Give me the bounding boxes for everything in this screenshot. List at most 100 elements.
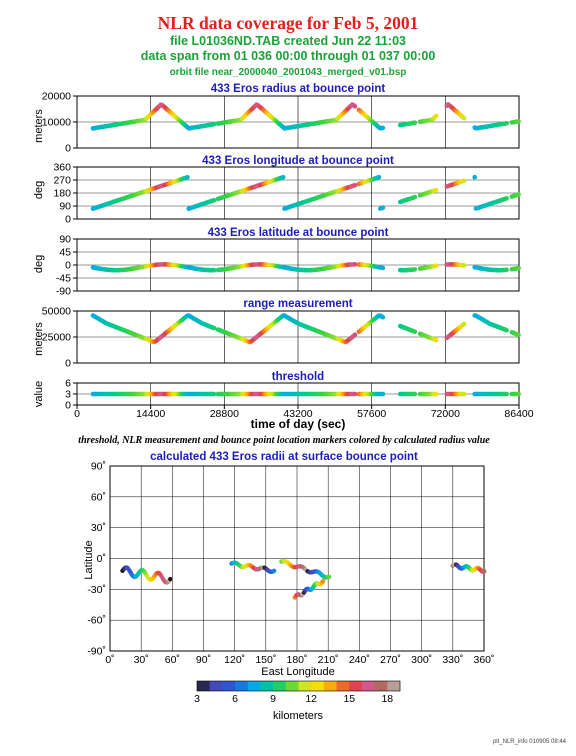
colorbar-tick-label: 9 — [270, 693, 276, 705]
threshold-panel: 630 — [65, 378, 521, 412]
map-x-tick-label: 240˚ — [349, 654, 370, 666]
colorbar-swatch — [361, 681, 376, 691]
colorbar-swatch — [285, 681, 299, 691]
data-marker — [433, 263, 439, 269]
data-marker — [412, 120, 418, 125]
data-marker — [352, 262, 358, 267]
map-xlabel: East Longitude — [261, 666, 334, 678]
colorbar-tick-label: 12 — [305, 693, 317, 705]
colorbar-swatch — [222, 681, 236, 691]
bounce-marker — [327, 574, 332, 580]
panel-title-latitude: 433 Eros latitude at bounce point — [208, 227, 389, 239]
y-tick-label: 90 — [59, 234, 71, 246]
panel-title-threshold: threshold — [272, 371, 324, 383]
colorbar-tick-label: 15 — [343, 693, 355, 705]
map-x-tick-label: 150˚ — [255, 654, 276, 666]
map-x-tick-label: 300˚ — [411, 654, 432, 666]
x-tick-label: 43200 — [283, 408, 312, 420]
colorbar-swatch — [311, 681, 325, 691]
y-tick-label: -90 — [56, 286, 71, 298]
data-marker — [380, 391, 386, 397]
data-marker — [352, 332, 358, 338]
data-marker — [352, 104, 358, 109]
data-marker — [433, 391, 439, 397]
latitude-ylabel: deg — [33, 255, 45, 273]
data-marker — [412, 391, 418, 397]
data-marker — [461, 115, 467, 121]
colorbar-swatch — [273, 681, 287, 691]
data-marker — [504, 267, 509, 273]
time-xlabel: time of day (sec) — [251, 417, 346, 431]
y-tick-label: 360 — [53, 162, 71, 174]
data-marker — [211, 325, 217, 331]
caption: threshold, NLR measurement and bounce po… — [78, 435, 490, 446]
data-marker — [461, 263, 467, 268]
y-tick-label: 3 — [65, 389, 71, 401]
y-tick-label: 0 — [65, 214, 71, 226]
data-marker — [376, 174, 382, 180]
data-marker — [352, 182, 358, 188]
map-x-tick-label: 360˚ — [473, 654, 494, 666]
data-marker — [211, 391, 217, 397]
data-marker — [516, 119, 521, 124]
y-tick-label: 20000 — [42, 91, 71, 103]
x-tick-label: 0 — [74, 408, 80, 420]
data-marker — [461, 178, 467, 183]
map-y-tick-label: 90˚ — [91, 461, 106, 473]
colorbar-swatch — [387, 681, 401, 691]
data-marker — [211, 122, 217, 127]
colorbar-frame — [196, 680, 401, 692]
y-tick-label: 270 — [53, 175, 71, 187]
map-y-tick-label: 30˚ — [91, 522, 106, 534]
map-x-tick-label: 30˚ — [134, 654, 149, 666]
map-x-tick-label: 210˚ — [318, 654, 339, 666]
figure-title: NLR data coverage for Feb 5, 2001 — [158, 13, 419, 33]
data-marker — [504, 196, 509, 201]
map-x-tick-label: 180˚ — [286, 654, 307, 666]
colorbar: 3 6 9 12 15 18 — [194, 680, 401, 705]
x-tick-label: 14400 — [136, 408, 165, 420]
data-marker — [412, 267, 418, 272]
data-marker — [380, 125, 386, 131]
time-axis-ticks: 0 14400 28800 43200 57600 72000 86400 — [74, 405, 534, 420]
data-marker — [461, 321, 467, 327]
y-tick-label: 0 — [65, 400, 71, 412]
x-tick-label: 57600 — [357, 408, 386, 420]
y-tick-label: 45 — [59, 247, 71, 259]
map-x-tick-label: 330˚ — [442, 654, 463, 666]
radius-ylabel: meters — [33, 109, 45, 143]
colorbar-label: kilometers — [273, 710, 324, 722]
colorbar-swatch — [260, 681, 274, 691]
data-marker — [516, 192, 521, 197]
y-tick-label: -45 — [56, 273, 71, 285]
map-y-tick-label: 0˚ — [97, 553, 106, 565]
y-tick-label: 6 — [65, 378, 71, 390]
x-tick-label: 86400 — [504, 408, 533, 420]
panel-title-radius: 433 Eros radius at bounce point — [211, 83, 386, 95]
orbit-line: orbit file near_2000040_2001043_merged_v… — [170, 67, 407, 78]
y-tick-label: 0 — [65, 260, 71, 272]
longitude-ylabel: deg — [33, 181, 45, 199]
bounce-marker — [168, 576, 173, 582]
file-line: file L01036ND.TAB created Jun 22 11:03 — [170, 34, 406, 48]
colorbar-swatch — [247, 681, 261, 691]
colorbar-tick-label: 3 — [194, 693, 200, 705]
map-y-tick-label: 60˚ — [91, 491, 106, 503]
map-x-tick-label: 60˚ — [165, 654, 180, 666]
data-marker — [516, 332, 521, 338]
x-tick-label: 28800 — [210, 408, 239, 420]
data-marker — [504, 121, 509, 126]
data-marker — [211, 267, 217, 273]
colorbar-swatch — [374, 681, 388, 691]
span-line: data span from 01 036 00:00 through 01 0… — [141, 49, 436, 63]
colorbar-swatch — [209, 681, 223, 691]
y-tick-label: 180 — [53, 188, 71, 200]
map-x-tick-label: 120˚ — [224, 654, 245, 666]
data-marker — [516, 265, 521, 271]
colorbar-swatch — [298, 681, 312, 691]
map-y-tick-label: -90˚ — [87, 646, 106, 658]
data-marker — [352, 391, 358, 397]
data-marker — [380, 205, 386, 210]
data-marker — [412, 329, 418, 335]
